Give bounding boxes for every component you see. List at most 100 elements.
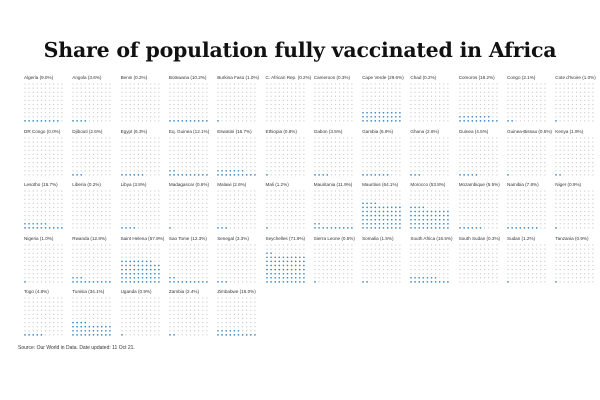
dot-filled: [36, 223, 39, 225]
dot-empty: [269, 190, 272, 192]
dot-empty: [366, 272, 368, 275]
dot-empty: [246, 165, 248, 167]
dot-empty: [61, 318, 63, 320]
dot-empty: [314, 149, 316, 151]
dot-empty: [193, 268, 196, 271]
dot-empty: [265, 215, 268, 217]
dot-empty: [221, 211, 223, 213]
dot-empty: [282, 141, 284, 143]
panel-label: Libya (3.8%): [120, 182, 147, 188]
dot-empty: [588, 256, 590, 258]
dot-empty: [181, 194, 183, 196]
dot-empty: [177, 95, 179, 97]
dot-empty: [278, 157, 280, 159]
dot-filled: [277, 272, 280, 275]
dot-empty: [89, 91, 91, 93]
dot-empty: [447, 116, 449, 118]
dot-empty: [536, 136, 538, 139]
dot-empty: [80, 161, 83, 163]
dot-filled: [294, 264, 297, 267]
dot-empty: [531, 194, 534, 196]
dot-empty: [467, 149, 469, 151]
dot-empty: [563, 153, 566, 155]
dot-empty: [592, 161, 594, 163]
dot-empty: [427, 107, 429, 110]
dot-empty: [84, 211, 87, 213]
dot-empty: [443, 276, 445, 279]
dot-empty: [120, 141, 123, 143]
dot-empty: [169, 244, 171, 246]
dot-empty: [32, 165, 34, 167]
dot-empty: [84, 149, 87, 151]
dot-empty: [141, 194, 143, 196]
dot-empty: [370, 264, 372, 266]
dot-empty: [294, 120, 296, 122]
dot-empty: [133, 198, 135, 201]
dot-empty: [145, 194, 147, 196]
dot-empty: [374, 165, 377, 167]
dot-empty: [362, 87, 364, 89]
dot-empty: [290, 169, 292, 172]
dot-empty: [351, 112, 353, 114]
dot-empty: [427, 256, 429, 258]
dot-empty: [169, 223, 171, 225]
dot-filled: [298, 268, 301, 271]
dot-empty: [447, 272, 449, 275]
dot-empty: [342, 252, 345, 254]
dot-empty: [120, 206, 123, 209]
dot-empty: [193, 252, 196, 254]
dot-filled: [414, 280, 417, 283]
dot-filled: [374, 223, 377, 225]
dot-filled: [362, 223, 364, 225]
dot-empty: [334, 91, 336, 93]
dot-empty: [53, 264, 55, 266]
dot-empty: [169, 248, 171, 250]
dot-empty: [334, 149, 336, 151]
dot-filled: [491, 120, 494, 122]
dot-empty: [36, 107, 38, 110]
dot-empty: [555, 91, 557, 93]
dot-empty: [366, 95, 368, 97]
dot-empty: [511, 153, 513, 155]
dot-empty: [225, 116, 228, 118]
dot-empty: [89, 256, 91, 258]
dot-empty: [471, 103, 473, 106]
dot-empty: [588, 202, 590, 205]
dot-empty: [93, 211, 95, 213]
dot-empty: [330, 219, 332, 221]
dot-empty: [572, 252, 574, 254]
dot-empty: [395, 87, 397, 89]
dot-filled: [141, 268, 143, 271]
waffle-dots: [458, 190, 498, 229]
dot-empty: [28, 260, 30, 262]
dot-empty: [395, 83, 397, 85]
dot-empty: [395, 169, 397, 172]
dot-empty: [149, 244, 151, 246]
dot-empty: [563, 272, 566, 275]
dot-empty: [374, 107, 377, 110]
dot-empty: [330, 223, 332, 225]
dot-empty: [314, 215, 316, 217]
dot-empty: [410, 99, 413, 102]
dot-empty: [250, 215, 252, 217]
dot-filled: [443, 210, 446, 213]
dot-empty: [282, 95, 284, 97]
dot-filled: [374, 173, 377, 176]
dot-empty: [418, 198, 421, 201]
dot-filled: [32, 223, 35, 225]
dot-empty: [246, 219, 248, 221]
dot-empty: [576, 107, 578, 110]
dot-filled: [44, 223, 47, 225]
dot-empty: [193, 219, 196, 221]
dot-empty: [84, 272, 87, 275]
dot-empty: [423, 264, 425, 266]
dot-empty: [246, 95, 248, 97]
dot-empty: [314, 141, 316, 143]
dot-empty: [225, 136, 228, 139]
dot-empty: [540, 202, 542, 205]
dot-filled: [225, 280, 228, 283]
dot-empty: [559, 198, 562, 201]
dot-empty: [36, 112, 38, 114]
dot-empty: [286, 112, 288, 114]
dot-empty: [250, 116, 252, 118]
